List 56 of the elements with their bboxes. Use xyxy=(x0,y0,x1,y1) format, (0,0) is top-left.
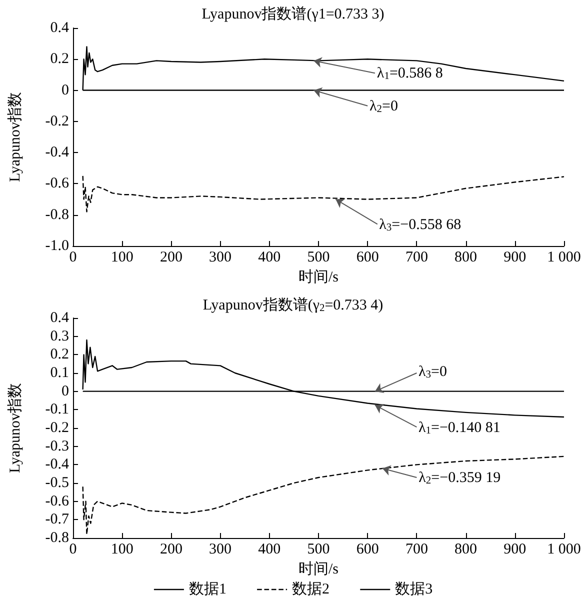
x-axis-title: 时间/s xyxy=(298,560,339,578)
y-axis-title: Lyapunov指数 xyxy=(6,383,24,473)
legend-label: 数据3 xyxy=(395,580,433,598)
y-tick-label: 0 xyxy=(62,383,69,400)
y-tick-label: -0.2 xyxy=(45,113,69,130)
y-tick-label: -0.3 xyxy=(45,438,69,454)
y-tick-label: 0 xyxy=(62,82,69,98)
x-tick-label: 700 xyxy=(405,250,428,266)
annotation: λ2=0 xyxy=(370,98,398,115)
annotation: λ3=0 xyxy=(418,364,448,381)
y-axis-title: Lyapunov指数 xyxy=(6,92,24,182)
y-tick-label: -0.8 xyxy=(45,206,69,223)
x-tick-label: 400 xyxy=(258,250,281,266)
x-tick-label: 400 xyxy=(258,542,281,558)
y-tick-label: -0.4 xyxy=(45,456,70,473)
annotation: λ3=−0.558 68 xyxy=(379,217,462,234)
y-tick-label: -0.1 xyxy=(45,402,69,418)
y-tick-label: -0.5 xyxy=(45,475,69,491)
x-tick-label: 800 xyxy=(454,542,478,558)
y-tick-label: 0.4 xyxy=(50,20,70,36)
x-tick-label: 900 xyxy=(504,250,526,266)
x-tick-label: 300 xyxy=(209,250,232,266)
x-tick-label: 300 xyxy=(209,542,232,558)
legend-label: 数据1 xyxy=(188,580,226,598)
y-tick-label: -0.4 xyxy=(45,144,70,161)
annotation: λ1=−0.140 81 xyxy=(418,420,500,437)
x-tick-label: 200 xyxy=(160,542,182,558)
x-axis-title: 时间/s xyxy=(298,268,339,286)
y-tick-label: 0.4 xyxy=(50,310,70,326)
chart-title: Lyapunov指数谱(γ1=0.733 3) xyxy=(202,6,384,22)
y-tick-label: 0.2 xyxy=(50,51,69,68)
chart-title: Lyapunov指数谱(γ2=0.733 4) xyxy=(202,296,384,314)
x-tick-label: 1 000 xyxy=(547,250,581,266)
x-tick-label: 500 xyxy=(307,542,330,558)
x-tick-label: 900 xyxy=(504,542,526,558)
x-tick-label: 200 xyxy=(160,250,182,266)
y-tick-label: -0.7 xyxy=(45,512,70,528)
annotation: λ1=0.586 8 xyxy=(376,66,443,82)
x-tick-label: 600 xyxy=(356,250,379,266)
y-tick-label: -0.6 xyxy=(45,493,70,510)
x-tick-label: 800 xyxy=(454,250,478,266)
y-tick-label: -0.2 xyxy=(45,420,69,436)
y-tick-label: 0.3 xyxy=(50,328,69,344)
y-tick-label: -0.8 xyxy=(45,530,69,546)
x-tick-label: 100 xyxy=(110,542,134,558)
x-tick-label: 1 000 xyxy=(547,542,581,558)
legend-label: 数据2 xyxy=(292,580,330,598)
x-tick-label: 700 xyxy=(405,542,428,558)
y-tick-label: -1.0 xyxy=(45,238,69,254)
x-tick-label: 100 xyxy=(110,250,134,266)
y-tick-label: -0.6 xyxy=(45,176,70,192)
y-tick-label: 0.1 xyxy=(50,365,69,381)
annotation: λ2=−0.359 19 xyxy=(418,470,501,487)
x-tick-label: 600 xyxy=(356,542,379,558)
y-tick-label: 0.2 xyxy=(50,346,69,363)
x-tick-label: 500 xyxy=(307,250,330,266)
